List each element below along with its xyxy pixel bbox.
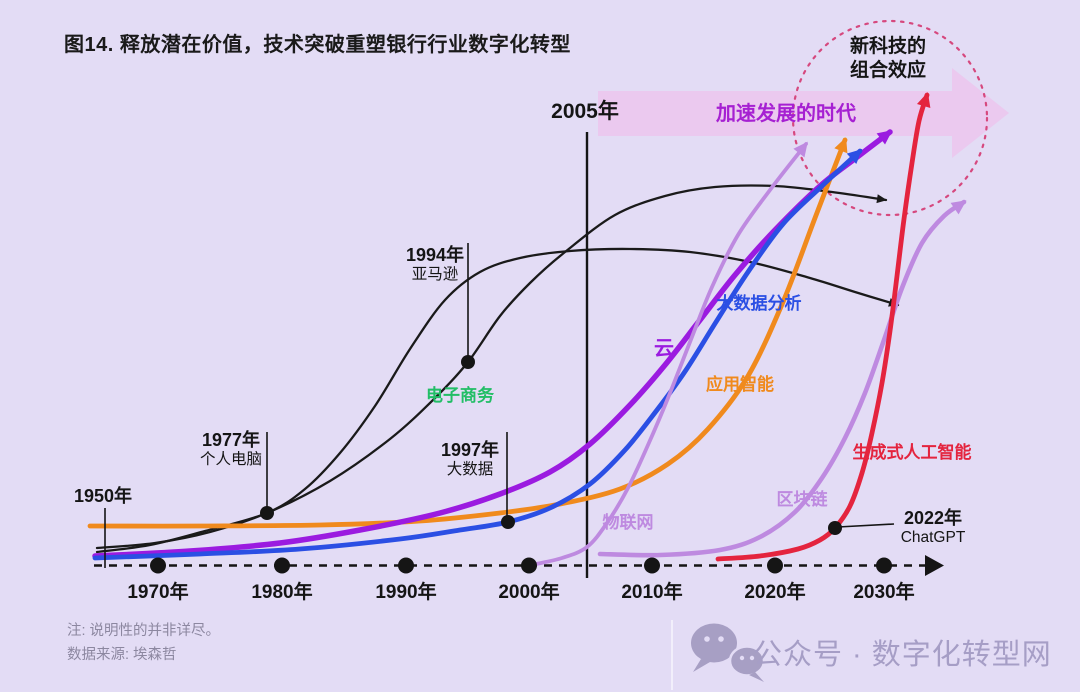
curve-label-ecommerce: 电子商务 bbox=[426, 386, 494, 405]
axis-dots-group bbox=[150, 557, 892, 574]
milestone-dot-bigdata bbox=[501, 515, 515, 529]
era-banner-label: 加速发展的时代 bbox=[716, 103, 856, 125]
axis-dot-1990年 bbox=[398, 557, 414, 574]
milestone-amazon: 1994年 亚马逊 bbox=[406, 245, 464, 285]
milestone-dot-chatgpt bbox=[828, 521, 842, 535]
axis-tick-label: 1990年 bbox=[375, 582, 437, 603]
milestone-1950: 1950年 bbox=[74, 486, 132, 506]
axis-dot-2000年 bbox=[521, 557, 537, 574]
time-axis-arrowhead bbox=[925, 555, 944, 576]
milestone-chatgpt-name: ChatGPT bbox=[900, 529, 966, 546]
curve-label-cloud: 云 bbox=[654, 338, 674, 360]
axis-tick-label: 2010年 bbox=[621, 582, 683, 603]
axis-tick-label: 1980年 bbox=[251, 582, 313, 603]
axis-dot-2010年 bbox=[644, 557, 660, 574]
axis-dot-2030年 bbox=[876, 557, 892, 574]
milestone-pc-year: 1977年 bbox=[201, 430, 261, 450]
curve-label-genai: 生成式人工智能 bbox=[852, 443, 972, 462]
curve-ecommerce bbox=[95, 184, 888, 550]
axis-dot-2020年 bbox=[767, 557, 783, 574]
axis-tick-label: 2030年 bbox=[853, 582, 915, 603]
curves-group bbox=[87, 92, 967, 566]
wechat-icon bbox=[691, 623, 766, 682]
curve-iot bbox=[534, 141, 808, 566]
milestone-markers-group bbox=[104, 243, 895, 568]
milestone-bigdata: 1997年 大数据 bbox=[441, 440, 499, 480]
milestone-dot-pc bbox=[260, 506, 274, 520]
axis-dot-1970年 bbox=[150, 557, 166, 574]
figure-source: 数据来源: 埃森哲 bbox=[67, 647, 177, 663]
milestone-bigdata-year: 1997年 bbox=[440, 440, 500, 460]
milestone-chatgpt: 2022年 ChatGPT bbox=[901, 508, 966, 548]
milestone-line-chatgpt bbox=[837, 523, 895, 528]
watermark-text: 公众号 · 数字化转型网 bbox=[753, 639, 1052, 671]
curve-cloud bbox=[92, 129, 893, 559]
milestone-1950-year: 1950年 bbox=[74, 486, 133, 506]
figure-title: 图14. 释放潜在价值，技术突破重塑银行行业数字化转型 bbox=[64, 34, 571, 56]
curve-bigdata_analytics bbox=[92, 148, 863, 561]
combo-effect-line1: 新科技的 bbox=[849, 36, 927, 57]
axis-dot-1980年 bbox=[274, 557, 290, 574]
axis-tick-label: 1970年 bbox=[127, 582, 189, 603]
combo-effect-dotted-circle bbox=[791, 19, 989, 217]
milestone-chatgpt-year: 2022年 bbox=[903, 508, 963, 528]
curve-blockchain bbox=[597, 199, 967, 558]
axis-tick-label: 2020年 bbox=[744, 582, 806, 603]
milestone-dot-amazon bbox=[461, 355, 475, 369]
marker-2005-label: 2005年 bbox=[551, 100, 619, 123]
curve-genai bbox=[715, 92, 931, 562]
milestone-pc: 1977年 个人电脑 bbox=[200, 430, 262, 470]
curve-label-bigdata-analytics: 大数据分析 bbox=[716, 294, 802, 313]
milestone-amazon-name: 亚马逊 bbox=[411, 266, 459, 283]
watermark-divider bbox=[671, 620, 673, 690]
curve-label-blockchain: 区块链 bbox=[776, 490, 828, 509]
milestone-pc-name: 个人电脑 bbox=[199, 451, 263, 468]
era-banner-arrow bbox=[598, 68, 1009, 158]
axis-tick-label: 2000年 bbox=[498, 582, 560, 603]
curve-label-iot: 物联网 bbox=[602, 513, 654, 532]
curve-label-applied-intelligence: 应用智能 bbox=[706, 375, 774, 394]
combo-effect-label: 新科技的 组合效应 bbox=[850, 35, 926, 83]
combo-effect-line2: 组合效应 bbox=[849, 60, 927, 81]
milestone-bigdata-name: 大数据 bbox=[446, 461, 494, 478]
curve-applied_intelligence bbox=[87, 137, 848, 529]
milestone-amazon-year: 1994年 bbox=[405, 245, 465, 265]
figure-note: 注: 说明性的并非详尽。 bbox=[67, 623, 221, 639]
